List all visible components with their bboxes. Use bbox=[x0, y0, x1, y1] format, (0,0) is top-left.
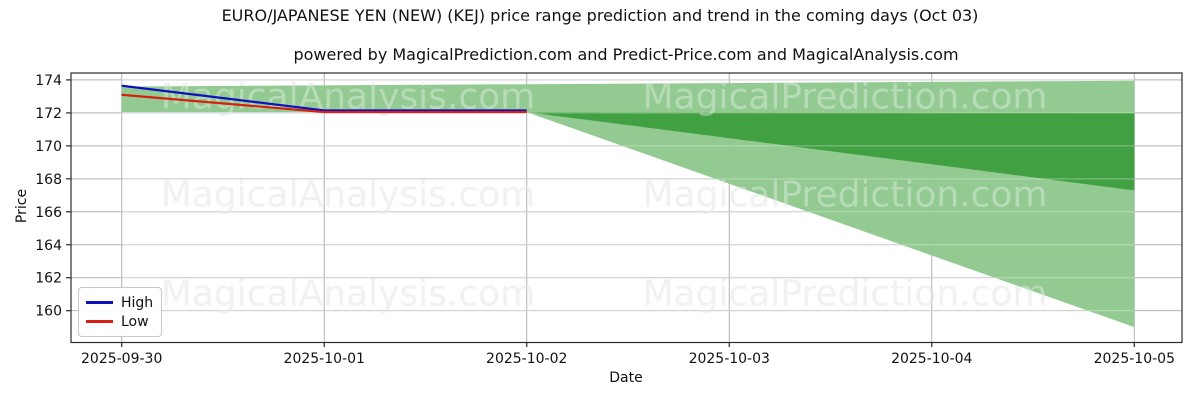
x-tick-label: 2025-10-04 bbox=[891, 351, 972, 367]
watermark-text: MagicalAnalysis.com bbox=[161, 274, 535, 315]
y-tick-label: 166 bbox=[35, 205, 62, 221]
x-axis-label: Date bbox=[609, 370, 643, 386]
y-tick-label: 160 bbox=[35, 304, 62, 320]
plot-border bbox=[70, 72, 1183, 344]
watermark-text: MagicalPrediction.com bbox=[643, 175, 1048, 216]
history-range-band bbox=[121, 80, 1135, 113]
y-tick-label: 172 bbox=[35, 106, 62, 122]
watermark-text: MagicalPrediction.com bbox=[643, 77, 1048, 118]
x-tick-label: 2025-10-03 bbox=[689, 351, 770, 367]
legend: High Low bbox=[78, 287, 162, 337]
watermark-text: MagicalAnalysis.com bbox=[161, 175, 535, 216]
y-tick-label: 162 bbox=[35, 271, 62, 287]
low-line bbox=[121, 93, 527, 114]
price-lines-layer bbox=[121, 84, 527, 114]
y-tick-label: 170 bbox=[35, 139, 62, 155]
legend-label-high: High bbox=[121, 294, 154, 311]
chart-subtitle: powered by MagicalPrediction.com and Pre… bbox=[293, 45, 959, 64]
tick-label-layer: 2025-09-30 2025-10-01 2025-10-02 2025-10-03… bbox=[35, 73, 1175, 367]
watermark-text: MagicalAnalysis.com bbox=[161, 175, 535, 216]
y-tick-label: 174 bbox=[35, 73, 62, 89]
legend-label-low: Low bbox=[121, 313, 149, 330]
low-line-swatch bbox=[86, 320, 113, 323]
y-tick-label: 168 bbox=[35, 172, 62, 188]
x-tick-label: 2025-10-05 bbox=[1094, 351, 1175, 367]
forecast-inner-fan bbox=[526, 112, 1135, 191]
x-tick-label: 2025-10-01 bbox=[284, 351, 365, 367]
y-tick-label: 164 bbox=[35, 238, 62, 254]
y-axis-label: Price bbox=[14, 188, 30, 224]
watermark-text: MagicalPrediction.com bbox=[643, 274, 1048, 315]
prediction-bands-layer bbox=[121, 80, 1135, 328]
chart-title: EURO/JAPANESE YEN (NEW) (KEJ) price rang… bbox=[221, 6, 979, 25]
x-tick-label: 2025-09-30 bbox=[81, 351, 162, 367]
x-tick-label: 2025-10-02 bbox=[486, 351, 567, 367]
axes-spines-layer bbox=[66, 72, 1183, 347]
high-line-swatch bbox=[86, 301, 113, 304]
legend-item-low: Low bbox=[86, 312, 153, 331]
legend-item-high: High bbox=[86, 293, 153, 312]
watermark-text: MagicalAnalysis.com bbox=[161, 274, 535, 315]
watermark-text: MagicalPrediction.com bbox=[643, 274, 1048, 315]
high-line bbox=[121, 84, 527, 112]
